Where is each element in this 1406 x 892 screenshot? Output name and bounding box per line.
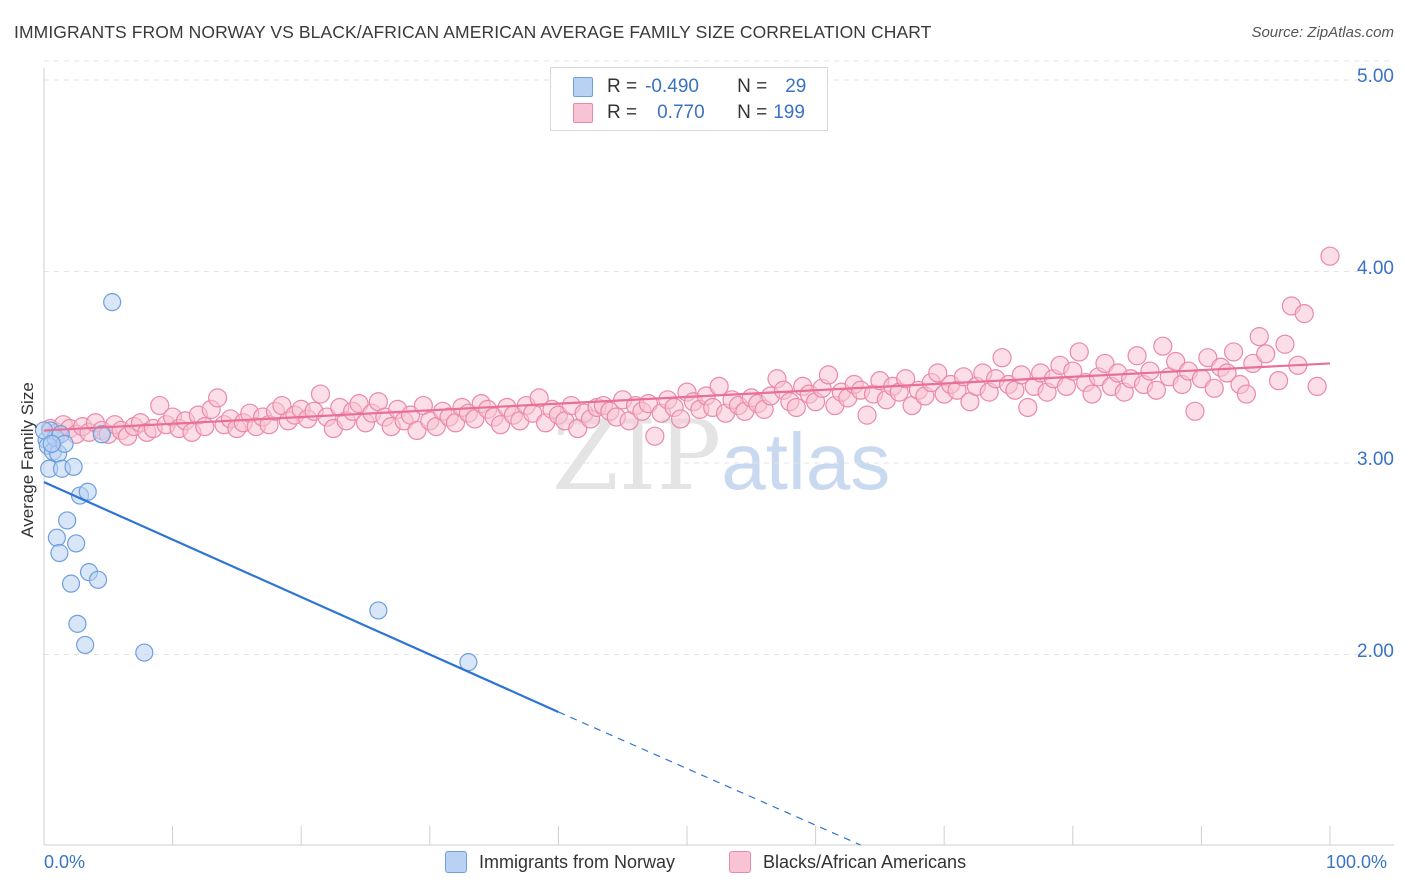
data-point (76, 635, 95, 655)
bottom-legend-swatch-blue (445, 851, 467, 873)
data-point (1236, 384, 1257, 404)
legend-swatch-pink (573, 103, 593, 123)
data-point (61, 574, 81, 593)
data-point (68, 614, 87, 633)
y-tick-label: 4.00 (1357, 257, 1394, 279)
bottom-legend-black: Blacks/African Americans (729, 851, 966, 873)
data-point (1140, 361, 1160, 381)
data-point (1294, 304, 1314, 324)
data-point (1275, 334, 1295, 354)
data-point (50, 543, 69, 563)
trend-lines (43, 362, 1331, 846)
data-point (1082, 384, 1102, 404)
data-point (1069, 342, 1089, 362)
data-point (47, 528, 66, 547)
trend-line-black (43, 362, 1331, 432)
data-point (1185, 401, 1205, 421)
data-point (490, 415, 511, 435)
data-point (529, 388, 549, 408)
legend-r-value: 0.770 (657, 102, 705, 123)
legend-n-value: 29 (785, 76, 807, 97)
data-point (88, 570, 108, 589)
data-point (92, 425, 111, 444)
data-point (58, 511, 77, 530)
data-point (67, 534, 86, 553)
data-point (369, 601, 388, 620)
x-tick-label-max: 100.0% (1326, 852, 1388, 872)
data-point (1223, 342, 1244, 362)
legend-n-label: N = (737, 102, 768, 123)
data-point (135, 643, 154, 662)
legend-n-value: 199 (773, 102, 805, 123)
data-point (709, 376, 729, 396)
y-tick-label: 5.00 (1357, 66, 1394, 87)
legend-row-norway: R = -0.490 N = 29 (573, 75, 806, 99)
x-tick-label-min: 0.0% (44, 852, 86, 872)
data-point (1256, 344, 1276, 364)
data-point (1249, 327, 1269, 347)
data-point (1018, 397, 1038, 418)
legend-row-black: R = 0.770 N = 199 (573, 101, 805, 125)
data-point (195, 417, 215, 437)
source-credit: Source: ZipAtlas.com (1251, 24, 1394, 41)
legend-r-value: -0.490 (645, 76, 699, 97)
data-point (1307, 376, 1327, 396)
axes (43, 68, 1394, 846)
bottom-legend-label: Immigrants from Norway (479, 851, 676, 872)
legend-r-label: R = (607, 76, 638, 97)
y-tick-label: 2.00 (1357, 640, 1394, 662)
data-point (896, 369, 916, 389)
data-point (857, 405, 877, 425)
data-point (310, 384, 331, 404)
data-point (1153, 336, 1173, 356)
data-point (64, 457, 83, 476)
bottom-legend-label: Blacks/African Americans (763, 851, 967, 872)
y-axis-label: Average Family Size (18, 382, 37, 538)
data-point (1320, 246, 1340, 266)
legend-r-label: R = (607, 102, 638, 123)
data-point (992, 348, 1012, 368)
data-point (42, 434, 61, 453)
trend-line-norway-extension (558, 711, 861, 846)
data-point (645, 426, 665, 446)
data-point (928, 363, 948, 383)
data-point (670, 409, 691, 429)
y-tick-label: 3.00 (1357, 449, 1394, 470)
legend-n-label: N = (737, 76, 768, 97)
series-immigrants-from-norway (34, 293, 478, 672)
data-point (407, 420, 427, 441)
data-point (78, 482, 97, 501)
data-point (1095, 353, 1115, 374)
correlation-legend: R = -0.490 N = 29 R = 0.770 N = 199 (550, 67, 828, 131)
data-point (1146, 380, 1166, 400)
data-point (1268, 371, 1289, 391)
data-point (818, 365, 839, 385)
legend-swatch-blue (573, 77, 593, 97)
data-point (208, 388, 228, 408)
bottom-legend-swatch-pink (729, 851, 751, 873)
bottom-legend-norway: Immigrants from Norway (445, 851, 675, 873)
data-point (349, 394, 369, 414)
trend-line-norway (43, 481, 559, 713)
data-point (1204, 378, 1224, 398)
data-point (103, 293, 122, 312)
data-point (1198, 348, 1218, 368)
gridlines (44, 60, 1394, 655)
chart-title: IMMIGRANTS FROM NORWAY VS BLACK/AFRICAN … (14, 22, 932, 42)
data-point (150, 395, 170, 416)
data-point (786, 397, 806, 418)
series-blacks-african-americans (40, 246, 1340, 446)
data-point (1127, 346, 1147, 366)
watermark-atlas: atlas (721, 417, 891, 506)
